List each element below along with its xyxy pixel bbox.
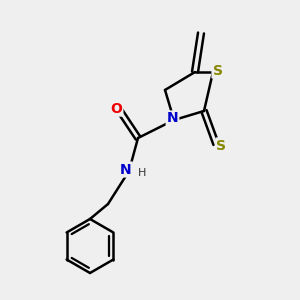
Text: H: H (138, 167, 146, 178)
Text: S: S (212, 64, 223, 77)
Text: N: N (120, 163, 132, 176)
Text: O: O (110, 102, 122, 116)
Text: N: N (167, 112, 178, 125)
Text: S: S (216, 139, 226, 152)
